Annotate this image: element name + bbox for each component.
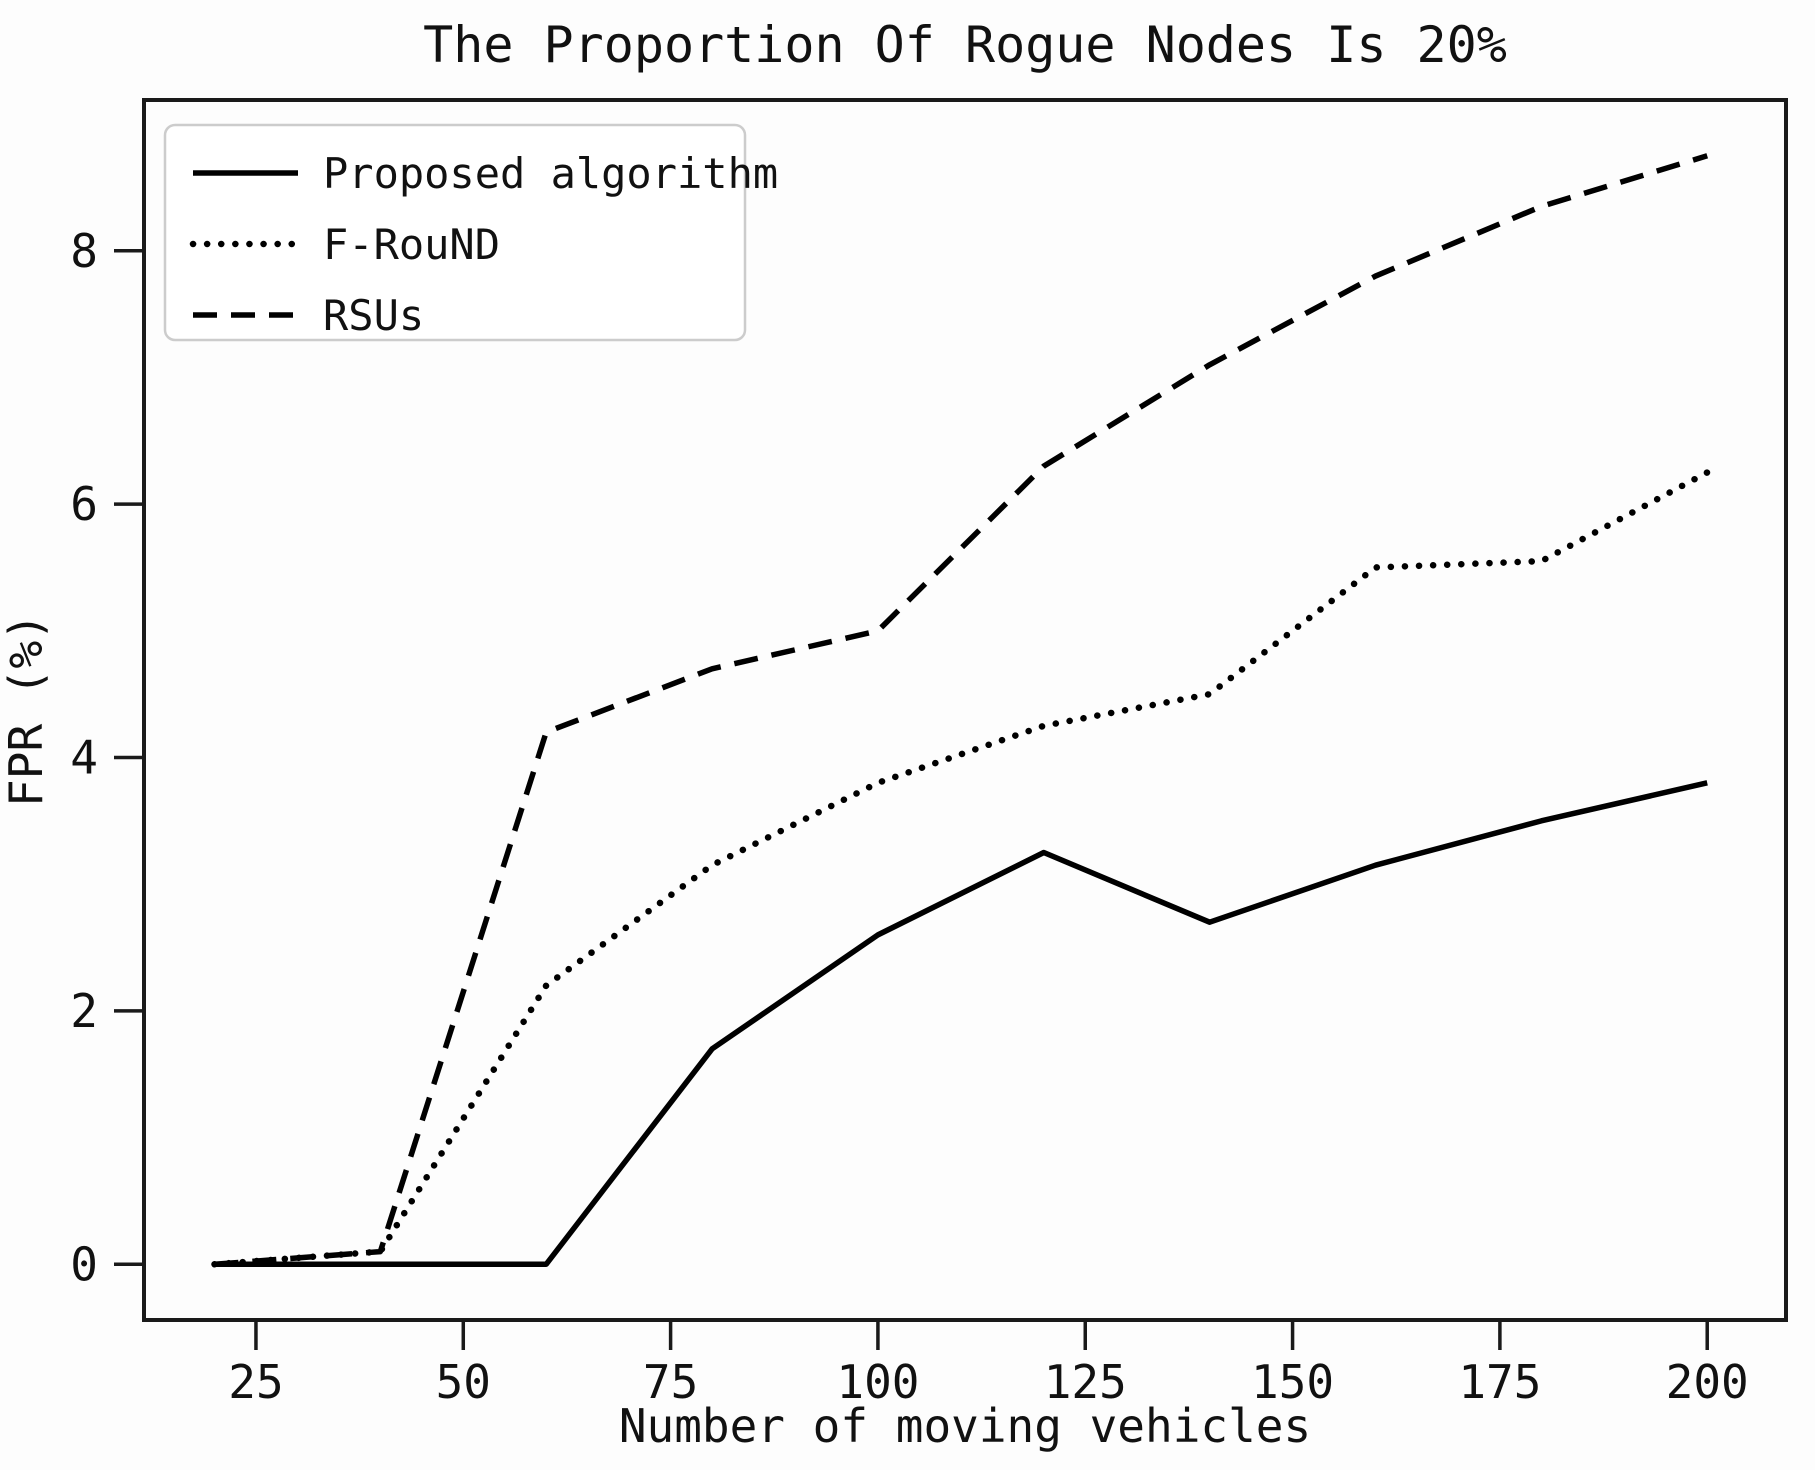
chart-title: The Proportion Of Rogue Nodes Is 20% <box>423 16 1507 74</box>
series-line-proposed-algorithm <box>214 780 1708 1268</box>
x-tick-label: 200 <box>1666 1355 1749 1409</box>
series-line-f-round <box>211 469 1711 1268</box>
legend: Proposed algorithm F-RouND RSUs <box>163 123 778 342</box>
x-tick-label: 150 <box>1251 1355 1334 1409</box>
y-tick-label: 6 <box>70 477 98 531</box>
y-tick-label: 2 <box>70 984 98 1038</box>
x-tick-label: 75 <box>643 1355 698 1409</box>
y-tick-label: 8 <box>70 224 98 278</box>
plot-border <box>142 98 1788 1322</box>
x-tick-label: 125 <box>1044 1355 1127 1409</box>
y-axis-label: FPR (%) <box>0 613 53 807</box>
legend-label-f-round: F-RouND <box>323 220 500 269</box>
x-tick-label: 175 <box>1458 1355 1541 1409</box>
x-tick-label: 50 <box>436 1355 491 1409</box>
plot-series <box>211 153 1711 1268</box>
x-tick-label: 100 <box>836 1355 919 1409</box>
legend-box <box>163 123 747 342</box>
x-axis: 25 50 75 100 125 150 175 200 <box>228 1320 1749 1409</box>
series-line-rsus <box>214 153 1709 1267</box>
y-tick-label: 4 <box>70 731 98 785</box>
y-axis: 0 2 4 6 8 <box>70 224 144 1291</box>
x-axis-label: Number of moving vehicles <box>619 1399 1311 1453</box>
legend-label-rsus: RSUs <box>323 291 424 340</box>
y-tick-label: 0 <box>70 1237 98 1291</box>
legend-label-proposed-algorithm: Proposed algorithm <box>323 149 778 198</box>
x-tick-label: 25 <box>228 1355 283 1409</box>
